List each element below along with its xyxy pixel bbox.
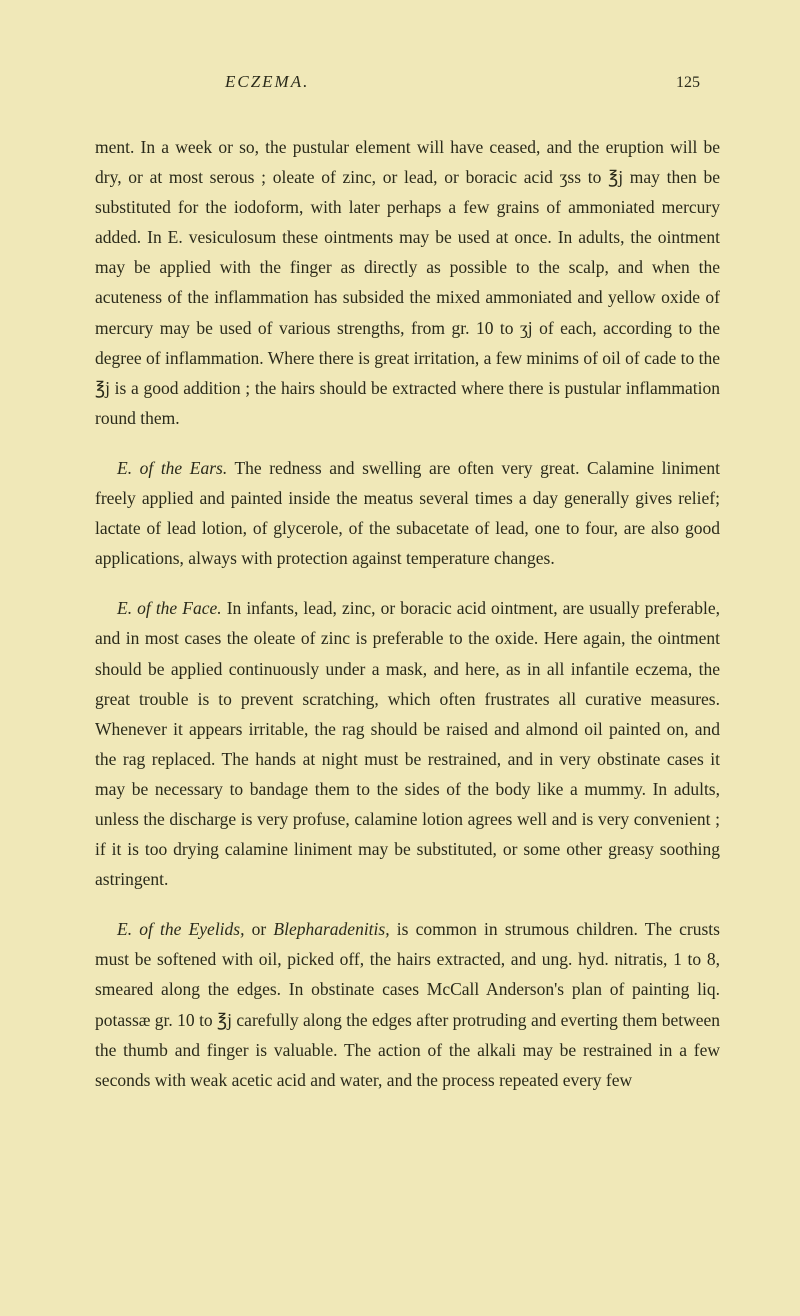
paragraph-2: E. of the Ears. The redness and swelling… [95,453,720,573]
paragraph-1: ment. In a week or so, the pustular elem… [95,132,720,433]
paragraph-4-body: is common in strumous children. The crus… [95,919,720,1089]
page-container: ECZEMA. 125 ment. In a week or so, the p… [0,0,800,1175]
page-number: 125 [676,74,700,92]
paragraph-4-mid: or [244,919,273,939]
header-title: ECZEMA. [225,72,309,92]
paragraph-3-body: In infants, lead, zinc, or boracic acid … [95,598,720,889]
section-title-blepharadenitis: Blepharadenitis, [273,919,389,939]
page-header: ECZEMA. 125 [95,72,720,92]
paragraph-3: E. of the Face. In infants, lead, zinc, … [95,593,720,894]
section-title-face: E. of the Face. [117,598,222,618]
section-title-eyelids: E. of the Eyelids, [117,919,244,939]
section-title-ears: E. of the Ears. [117,458,227,478]
paragraph-4: E. of the Eyelids, or Blepharadenitis, i… [95,914,720,1095]
